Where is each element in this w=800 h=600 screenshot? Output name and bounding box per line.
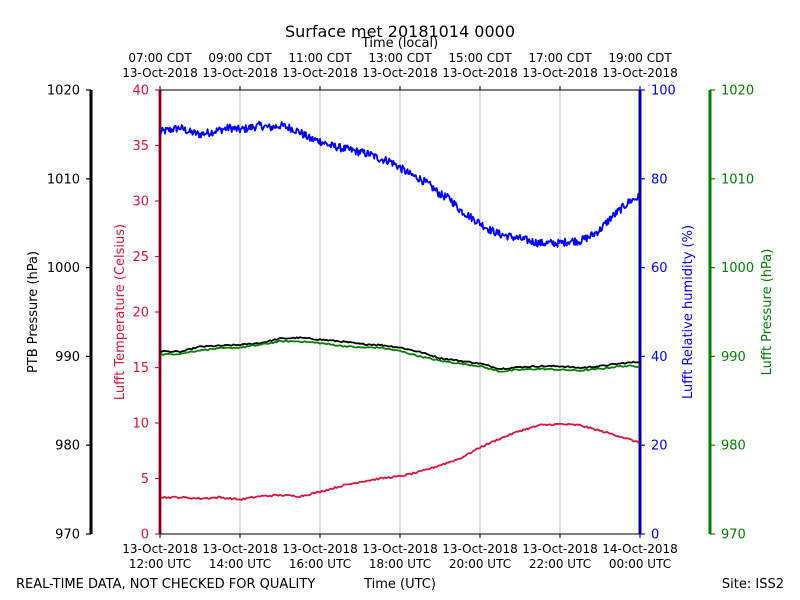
axis-tick-label: 40: [132, 84, 149, 99]
plot-series: [159, 120, 641, 502]
time-tick-label: 18:00 UTC: [369, 557, 431, 571]
time-tick-label: 22:00 UTC: [529, 557, 591, 571]
plot-frame: [159, 89, 641, 535]
axis-tick-label: 100: [651, 84, 676, 99]
series-lufft-temperature: [159, 422, 641, 502]
axis-tick-label: 1010: [47, 172, 80, 187]
bottom-axis-title: Time (UTC): [363, 577, 436, 592]
time-tick-label: 11:00 CDT: [288, 51, 352, 65]
humidity-axis: 0 20 40 60 80 100: [638, 84, 676, 543]
lufft-pressure-axis-label: Lufft Pressure (hPa): [760, 249, 775, 376]
lufft-pressure-axis: 970 980 990 1000 1010 1020: [708, 84, 754, 543]
time-tick-label: 13-Oct-2018: [362, 542, 438, 556]
time-tick-label: 20:00 UTC: [449, 557, 511, 571]
time-tick-label: 13-Oct-2018: [282, 66, 358, 80]
vertical-gridlines: [239, 90, 561, 534]
axis-tick-label: 990: [721, 350, 746, 365]
axis-tick-label: 30: [132, 195, 149, 210]
axis-tick-label: 1020: [47, 84, 80, 99]
time-tick-label: 13-Oct-2018: [122, 66, 198, 80]
time-tick-label: 13-Oct-2018: [602, 66, 678, 80]
time-tick-label: 13-Oct-2018: [362, 66, 438, 80]
time-tick-label: 13-Oct-2018: [442, 542, 518, 556]
axis-tick-label: 980: [721, 439, 746, 454]
time-tick-label: 19:00 CDT: [608, 51, 672, 65]
time-tick-label: 09:00 CDT: [208, 51, 272, 65]
axis-tick-label: 40: [651, 350, 668, 365]
ptb-pressure-axis: 970 980 990 1000 1010 1020: [47, 84, 93, 543]
time-tick-label: 13-Oct-2018: [522, 542, 598, 556]
time-tick-label: 13-Oct-2018: [442, 66, 518, 80]
time-tick-label: 12:00 UTC: [129, 557, 191, 571]
axis-tick-label: 20: [651, 439, 668, 454]
chart-title: Surface met 20181014 0000: [285, 22, 515, 41]
time-tick-label: 16:00 UTC: [289, 557, 351, 571]
time-tick-label: 17:00 CDT: [528, 51, 592, 65]
axis-tick-label: 15: [132, 361, 149, 376]
time-tick-label: 13-Oct-2018: [202, 542, 278, 556]
axis-tick-label: 980: [55, 439, 80, 454]
temperature-axis-label: Lufft Temperature (Celsius): [113, 224, 128, 400]
axis-tick-label: 970: [721, 528, 746, 543]
axis-tick-label: 1000: [47, 261, 80, 276]
humidity-axis-label: Lufft Relative humidity (%): [681, 225, 696, 399]
time-tick-label: 14:00 UTC: [209, 557, 271, 571]
footer-quality-warning: REAL-TIME DATA, NOT CHECKED FOR QUALITY: [16, 577, 315, 592]
axis-tick-label: 1000: [721, 261, 754, 276]
time-tick-label: 13:00 CDT: [368, 51, 432, 65]
footer-site-label: Site: ISS2: [722, 577, 784, 592]
time-tick-label: 00:00 UTC: [609, 557, 671, 571]
axis-tick-label: 10: [132, 417, 149, 432]
axis-tick-label: 5: [141, 472, 149, 487]
time-tick-label: 13-Oct-2018: [122, 542, 198, 556]
axis-tick-label: 25: [132, 250, 149, 265]
top-axis-title: Time (local): [361, 36, 438, 51]
time-tick-label: 13-Oct-2018: [202, 66, 278, 80]
time-tick-label: 07:00 CDT: [128, 51, 192, 65]
axis-tick-label: 60: [651, 261, 668, 276]
time-tick-label: 13-Oct-2018: [282, 542, 358, 556]
series-lufft-relative-humidity: [159, 120, 641, 248]
axis-tick-label: 80: [651, 172, 668, 187]
ptb-pressure-axis-label: PTB Pressure (hPa): [26, 251, 41, 373]
time-tick-label: 15:00 CDT: [448, 51, 512, 65]
axis-tick-label: 0: [141, 528, 149, 543]
axis-tick-label: 970: [55, 528, 80, 543]
axis-tick-label: 1010: [721, 172, 754, 187]
series-ptb-pressure: [159, 336, 641, 371]
axis-tick-label: 990: [55, 350, 80, 365]
axis-tick-label: 20: [132, 306, 149, 321]
time-tick-label: 14-Oct-2018: [602, 542, 678, 556]
axis-tick-label: 1020: [721, 84, 754, 99]
temperature-axis: 0 5 10 15 20 25 30 35 40: [132, 84, 162, 543]
axis-tick-label: 0: [651, 528, 659, 543]
series-lufft-pressure: [159, 339, 641, 373]
time-tick-label: 13-Oct-2018: [522, 66, 598, 80]
axis-tick-label: 35: [132, 139, 149, 154]
